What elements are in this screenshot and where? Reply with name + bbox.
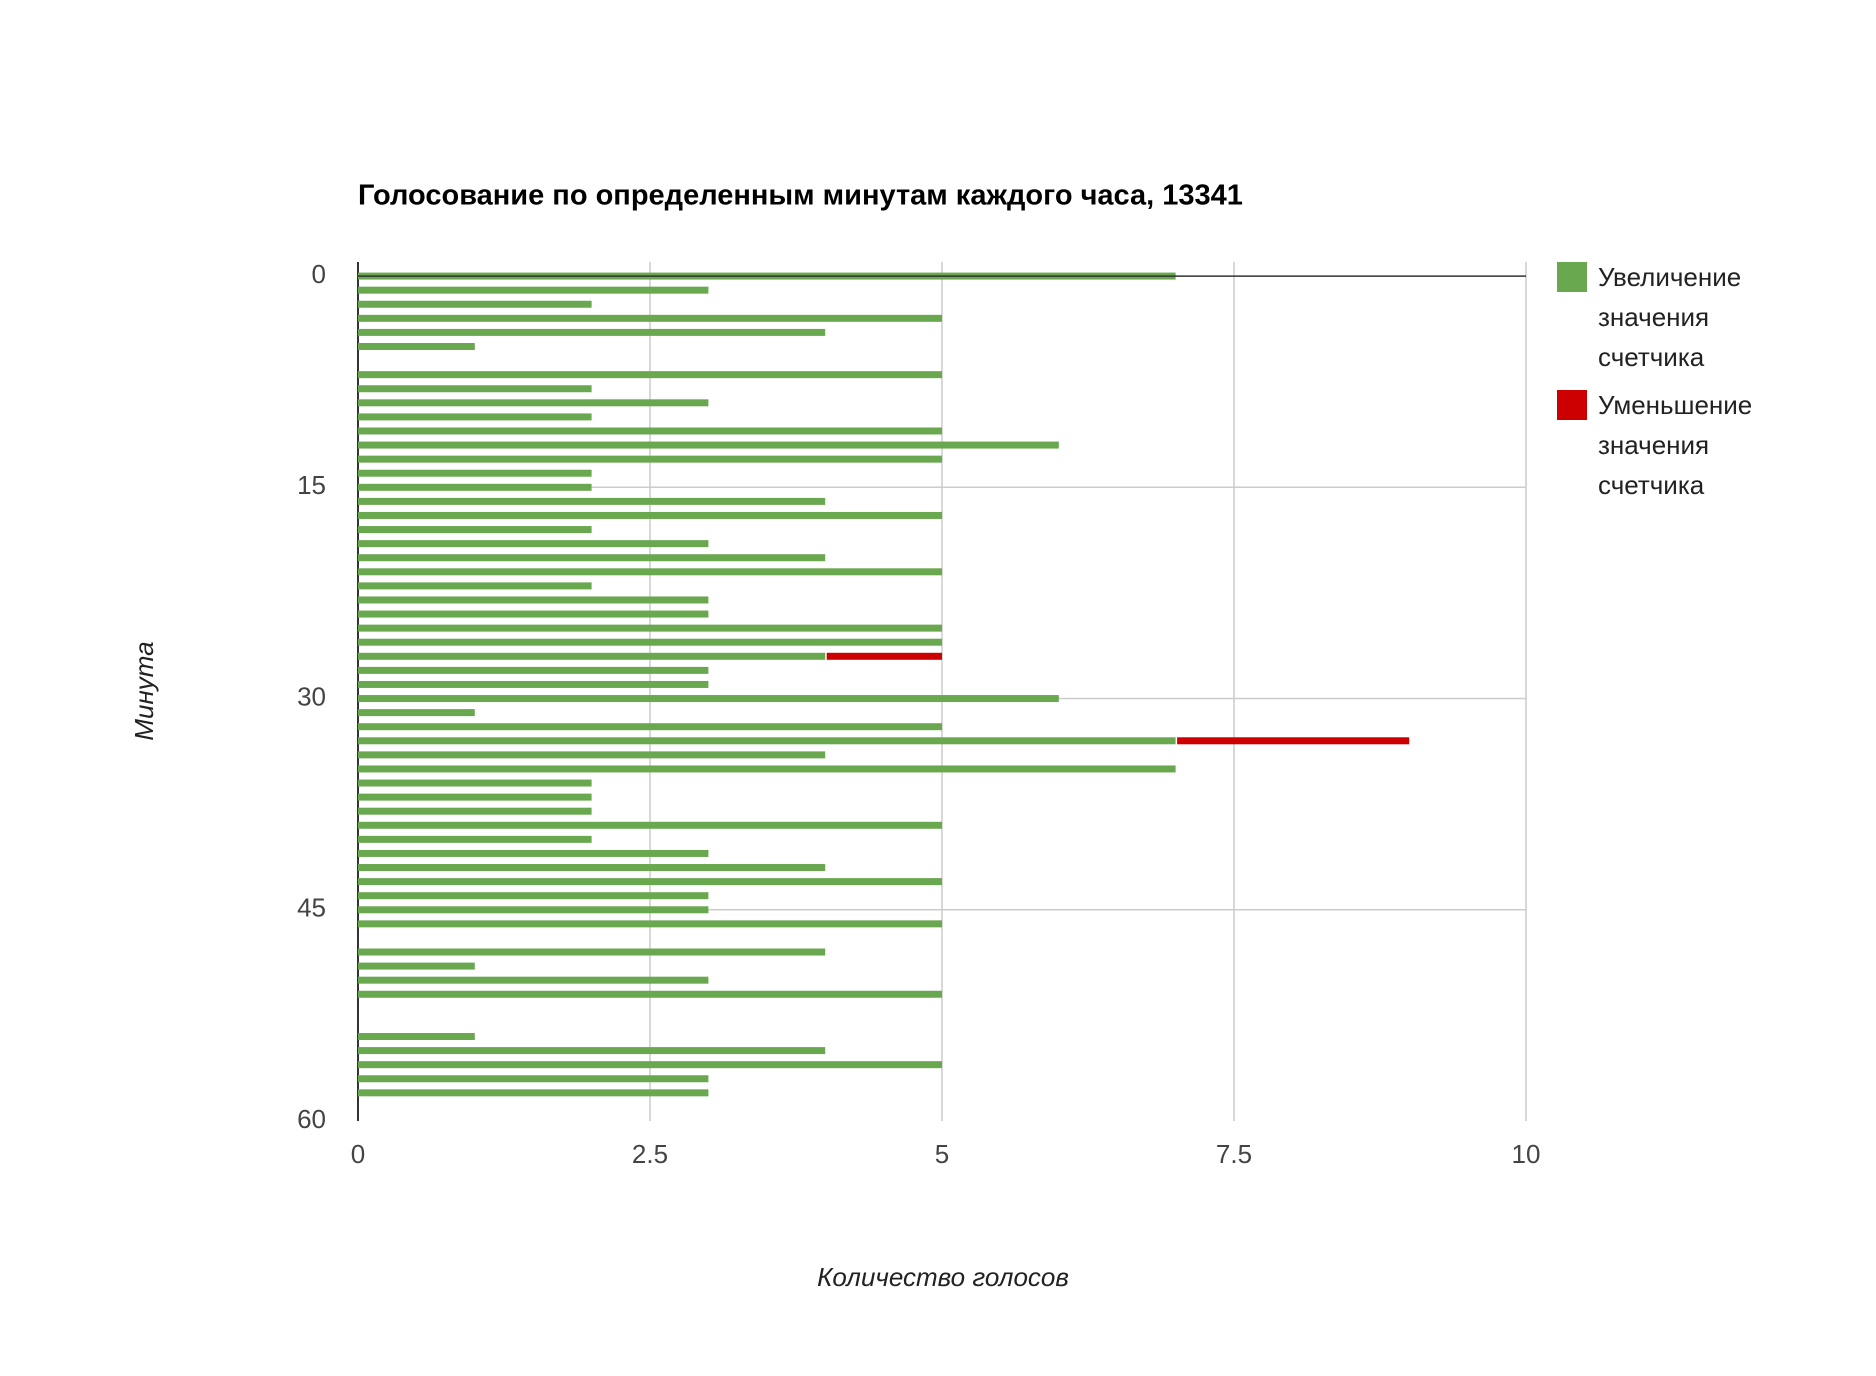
bar bbox=[358, 511, 942, 519]
legend-swatch bbox=[1557, 390, 1587, 420]
bar bbox=[1177, 737, 1410, 745]
bar bbox=[358, 962, 475, 970]
legend-label: Уменьшение значения счетчика bbox=[1598, 390, 1753, 500]
bar bbox=[358, 526, 592, 534]
y-tick-label: 30 bbox=[297, 681, 326, 711]
bar bbox=[358, 413, 592, 421]
bar bbox=[358, 878, 942, 886]
bar bbox=[358, 314, 942, 322]
bar bbox=[358, 427, 942, 435]
bar bbox=[358, 1089, 709, 1097]
bar bbox=[358, 1075, 709, 1083]
bar bbox=[358, 666, 709, 674]
legend-label: Увеличение значения счетчика bbox=[1598, 262, 1742, 372]
legend-entry: Увеличение значения счетчика bbox=[1598, 262, 1742, 372]
bar bbox=[358, 568, 942, 576]
bar bbox=[358, 342, 475, 350]
bar bbox=[358, 835, 592, 843]
bar bbox=[358, 765, 1176, 773]
y-tick-label: 15 bbox=[297, 470, 326, 500]
bar bbox=[358, 385, 592, 393]
bar bbox=[358, 695, 1059, 703]
bar bbox=[358, 892, 709, 900]
bar bbox=[826, 652, 942, 660]
bar bbox=[358, 864, 826, 872]
bar bbox=[358, 1061, 942, 1069]
bar bbox=[358, 652, 826, 660]
bar bbox=[358, 483, 592, 491]
bar bbox=[358, 807, 592, 815]
bar bbox=[358, 441, 1059, 449]
bar bbox=[358, 976, 709, 984]
bar bbox=[358, 497, 826, 505]
bar bbox=[358, 399, 709, 407]
bar bbox=[358, 751, 826, 759]
bar bbox=[358, 779, 592, 787]
x-tick-label: 7.5 bbox=[1216, 1139, 1252, 1169]
bar bbox=[358, 624, 942, 632]
bar bbox=[358, 948, 826, 956]
bar bbox=[358, 990, 942, 998]
bar bbox=[358, 723, 942, 731]
bar bbox=[358, 1033, 475, 1041]
bar bbox=[358, 821, 942, 829]
bar bbox=[358, 709, 475, 717]
x-tick-label: 0 bbox=[351, 1139, 365, 1169]
bar bbox=[358, 737, 1176, 745]
bar bbox=[358, 906, 709, 914]
legend-swatch bbox=[1557, 262, 1587, 292]
y-tick-label: 45 bbox=[297, 893, 326, 923]
x-tick-label: 10 bbox=[1512, 1139, 1541, 1169]
legend-entry: Уменьшение значения счетчика bbox=[1598, 390, 1753, 500]
x-tick-label: 5 bbox=[935, 1139, 949, 1169]
bar bbox=[358, 582, 592, 590]
bar bbox=[358, 596, 709, 604]
x-tick-label: 2.5 bbox=[632, 1139, 668, 1169]
bar bbox=[358, 469, 592, 477]
bar bbox=[358, 920, 942, 928]
bar bbox=[358, 455, 942, 463]
bar bbox=[358, 328, 826, 336]
bar bbox=[358, 300, 592, 308]
chart-title: Голосование по определенным минутам кажд… bbox=[358, 180, 1243, 212]
bar bbox=[358, 540, 709, 548]
bar bbox=[358, 610, 709, 618]
bar bbox=[358, 680, 709, 688]
bar bbox=[358, 286, 709, 294]
bar bbox=[358, 554, 826, 562]
bar bbox=[358, 849, 709, 857]
bar bbox=[358, 638, 942, 646]
bar bbox=[358, 1047, 826, 1055]
x-axis-title: Количество голосов bbox=[817, 1262, 1069, 1292]
bar bbox=[358, 371, 942, 379]
y-tick-label: 0 bbox=[312, 259, 326, 289]
y-axis-title: Минута bbox=[129, 641, 159, 740]
bar bbox=[358, 793, 592, 801]
y-tick-label: 60 bbox=[297, 1104, 326, 1134]
